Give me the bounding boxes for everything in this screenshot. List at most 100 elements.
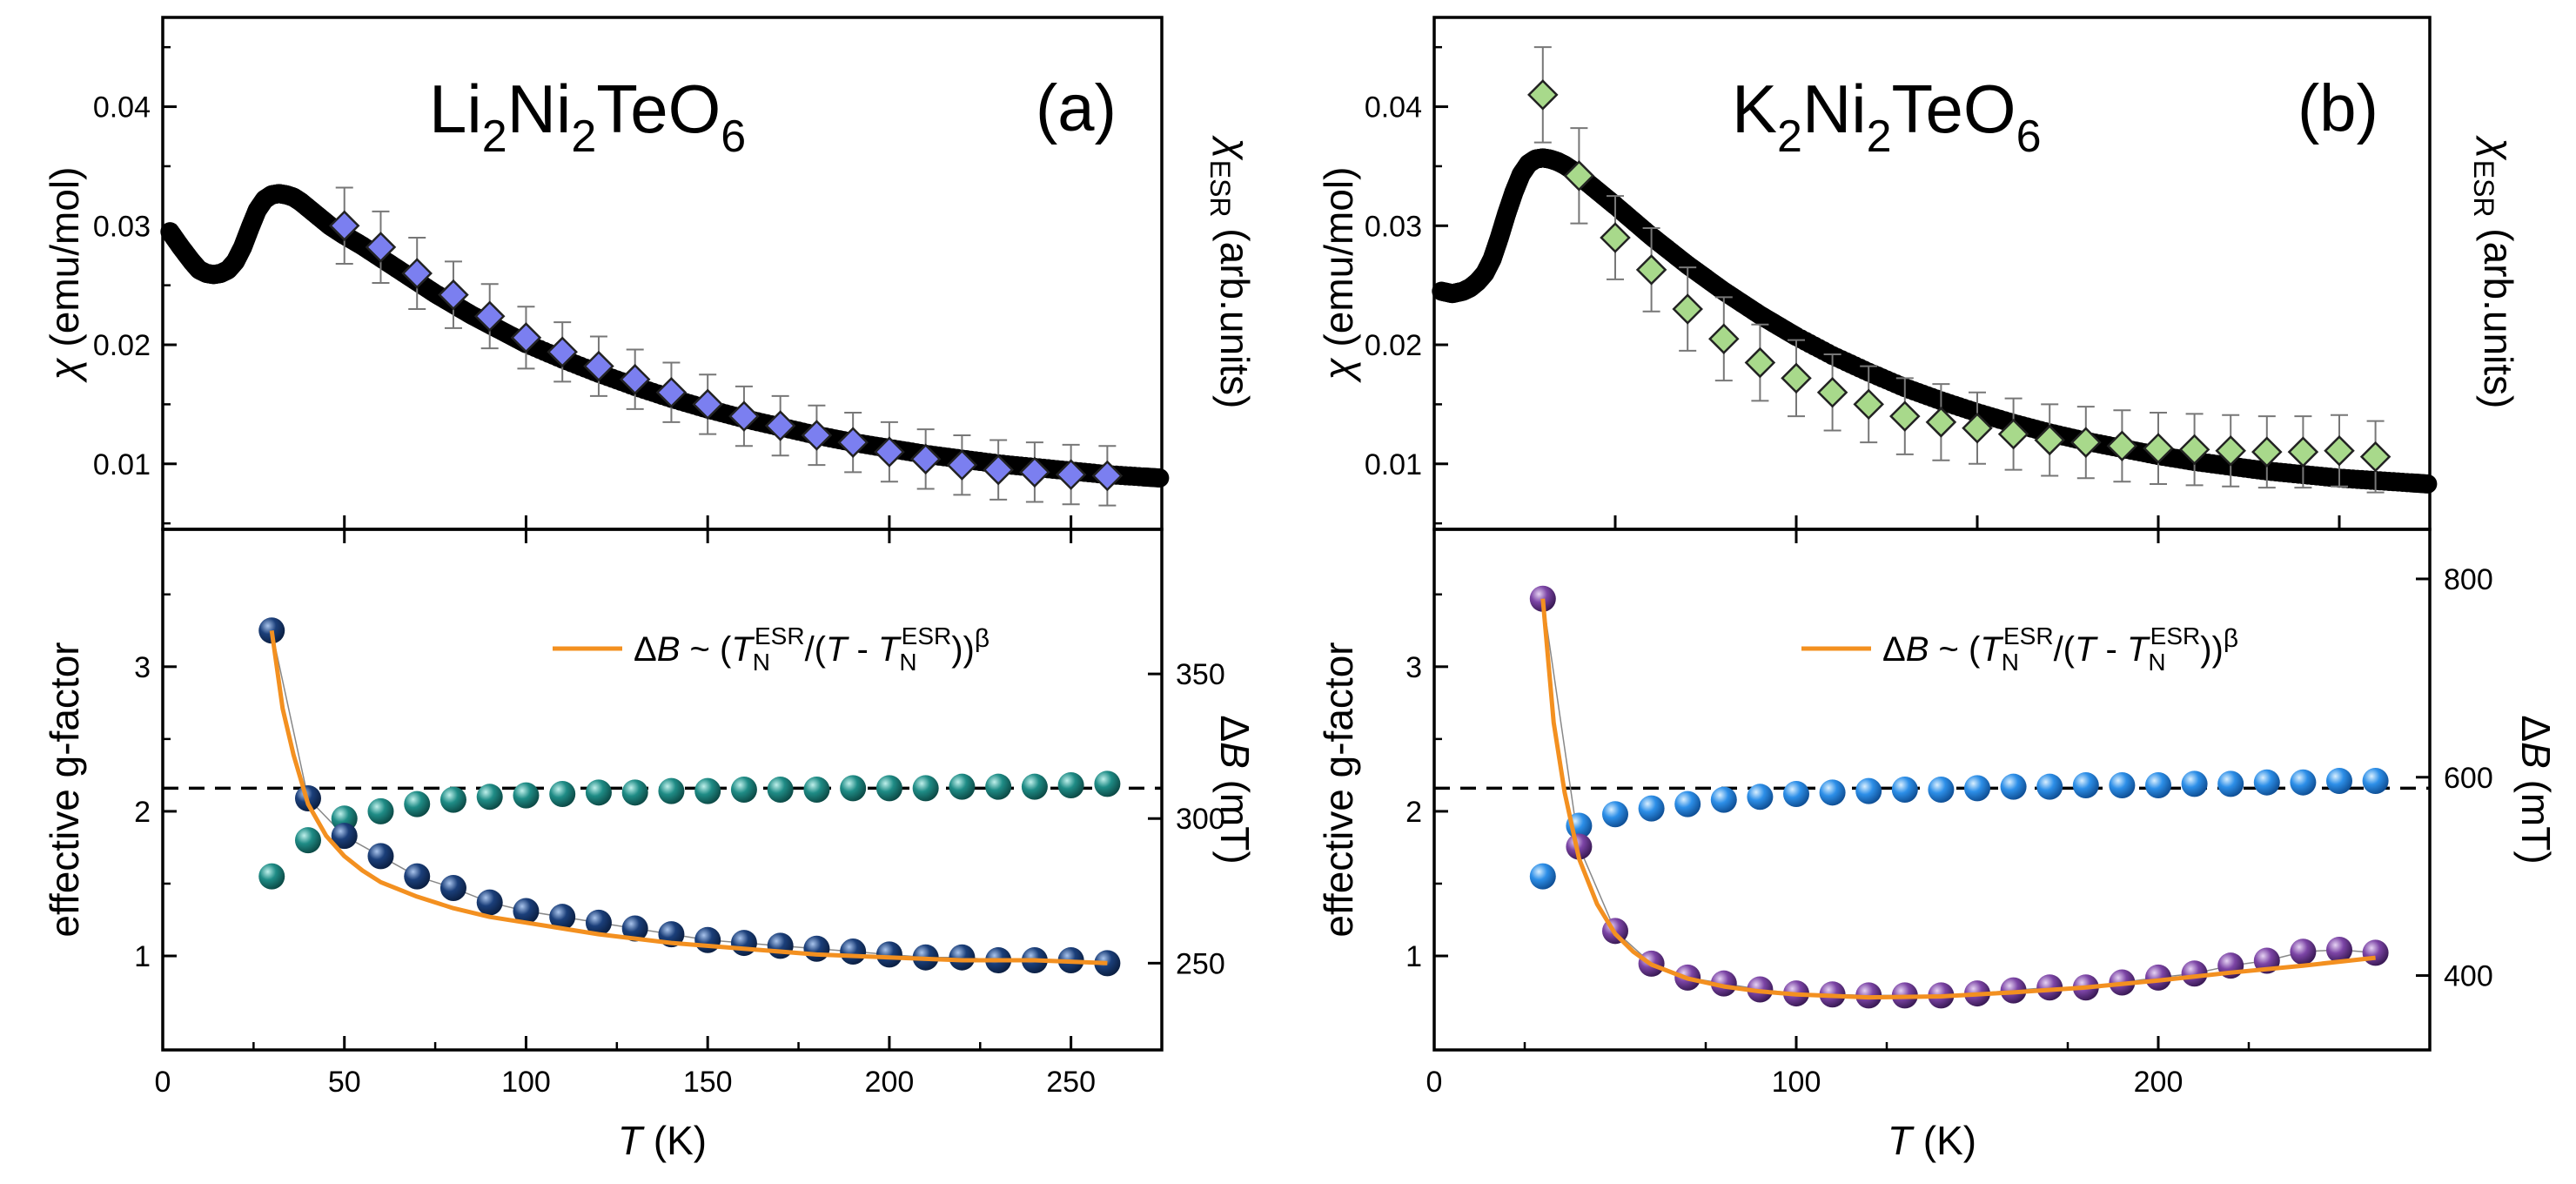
panel-b-top-esr-diamond: [1744, 346, 1776, 379]
panel-b-top-esr-diamond: [2359, 441, 2392, 473]
panel-a-bottom-gfactor-point: [513, 782, 540, 809]
panel-b-bottom-gfactor-point: [2000, 773, 2027, 800]
panel-b-label: (b): [2298, 71, 2378, 145]
panel-a-top-esr-diamond: [473, 300, 506, 332]
panel-a-bottom-ytick-label: 2: [134, 796, 151, 829]
panel-b-bottom-y2tick-label: 600: [2444, 762, 2493, 795]
panel-b-bottom-ticks: 1 2 3 400 600 800 0 100 200: [1405, 529, 2493, 1099]
panel-a-top-esr-diamond: [874, 436, 905, 468]
panel-a-top-esr-diamond: [728, 400, 760, 432]
panel-b-bottom-linewidth-point: [2290, 938, 2317, 965]
panel-a-bottom-linewidth-point: [840, 938, 867, 965]
panel-b-top-esr-diamond: [1527, 79, 1559, 111]
panel-a-bottom-linewidth-point: [621, 915, 648, 942]
panel-a-top-chi-point: [1150, 468, 1170, 488]
panel-a-bottom-xtick-label: 0: [155, 1066, 171, 1099]
panel-b-bottom-gfactor-point: [2253, 769, 2280, 796]
panel-a-top-esr-diamond: [983, 454, 1014, 486]
panel-a-bottom-gfactor-point: [258, 863, 285, 890]
panel-a-top-esr-diamond: [946, 449, 978, 481]
panel-b-top-ytick-label: 0.03: [1365, 210, 1422, 243]
panel-a-bottom-gfactor-point: [294, 827, 321, 854]
panel-b-bottom-gfactor-point: [2326, 768, 2352, 795]
panel-a-bottom-frame: [161, 528, 1164, 1052]
panel-b-bottom-gfactor-point: [1855, 777, 1882, 804]
panel-a-top-esr-diamond: [619, 363, 651, 395]
panel-b-bottom-gfactor-point: [2217, 770, 2244, 797]
panel-a-bottom-linewidth-point: [875, 941, 902, 968]
panel-a-bottom-gfactor-point: [585, 779, 612, 806]
panel-a-top-ytick-label: 0.03: [93, 210, 151, 243]
panel-b-top-esr-diamond: [1563, 160, 1595, 192]
panel-a-top-esr-diamond: [801, 420, 833, 451]
panel-b-bottom-gfactor-point: [2362, 768, 2389, 795]
panel-b-top-esr-diamond: [1781, 362, 1812, 394]
panel-b-bottom-gfactor-point: [1819, 779, 1846, 806]
panel-b-bottom-gfactor-point: [2290, 769, 2317, 796]
panel-a-bottom-xtick-label: 200: [865, 1066, 915, 1099]
panel-b-top-esr-diamond: [1889, 400, 1921, 432]
panel-a-bottom-gfactor-point: [694, 777, 721, 804]
panel-b-bottom-gfactor-point: [2072, 772, 2099, 799]
panel-a-bottom-gfactor-point: [439, 786, 466, 813]
panel-a-top-esr-diamond: [547, 336, 578, 368]
panel-a-top-esr-diamond: [1019, 456, 1050, 488]
panel-b-bottom-gfactor-point: [1891, 777, 1918, 803]
panel-b-bottom-gfactor-point: [1747, 784, 1774, 811]
panel-b-top-esr-diamond: [2106, 430, 2138, 462]
panel-b-bottom-linewidth-point: [2326, 936, 2352, 963]
panel-a-bottom-gfactor-point: [767, 777, 794, 803]
panel-a-bottom-linewidth-point: [549, 904, 576, 931]
panel-b-top-esr-diamond: [1635, 254, 1667, 286]
panel-a-bottom-gfactor-point: [875, 775, 902, 802]
panel-b-top-ytick-label: 0.04: [1365, 91, 1422, 124]
panel-b-bottom-gfactor-point: [2036, 773, 2063, 800]
panel-b-top-esr-diamond: [1853, 388, 1884, 420]
panel-a-bottom-linewidth-point: [730, 930, 757, 957]
panel-a-xlabel: T (K): [618, 1118, 707, 1163]
panel-a-label: (a): [1036, 71, 1117, 145]
panel-a-bottom-linewidth-point: [367, 843, 394, 870]
panel-a-bottom-gfactor-point: [730, 777, 757, 803]
panel-a-bottom-y2tick-label: 350: [1176, 658, 1225, 691]
panel-a-top-esr-diamond: [438, 279, 469, 311]
panel-a: 0.01 0.02 0.03 0.04 Li2Ni2TeO6 (a) χ (emu/m…: [42, 16, 1258, 1163]
panel-a-legend: ΔB ~ (TNESR/(T - TNESR))β: [553, 622, 989, 676]
panel-b-legend: ΔB ~ (TNESR/(T - TNESR))β: [1801, 622, 2238, 676]
panel-a-bottom-ylabel: effective g-factor: [42, 642, 87, 937]
panel-b-top: 0.01 0.02 0.03 0.04 K2Ni2TeO6 (b) χ (emu/mo…: [1316, 16, 2521, 531]
panel-a-top-yticks: 0.01 0.02 0.03 0.04: [93, 45, 1073, 529]
panel-b-top-esr-diamond: [2034, 424, 2065, 456]
panel-a-bottom-linewidth-point: [803, 935, 830, 962]
panel-a-bottom-linewidth-connector: [271, 630, 1108, 965]
panel-a-bottom-y2tick-label: 250: [1176, 947, 1225, 980]
panel-a-bottom-xtick-label: 150: [683, 1066, 733, 1099]
panel-a-top-ytick-label: 0.01: [93, 448, 151, 481]
panel-b-xlabel: T (K): [1888, 1118, 1976, 1163]
panel-a-bottom-ytick-label: 3: [134, 651, 151, 684]
panel-b-top-ylabel: χ (emu/mol): [1316, 167, 1361, 384]
panel-b-bottom-xtick-label: 0: [1426, 1066, 1443, 1099]
panel-b-bottom-xtick-label: 100: [1772, 1066, 1821, 1099]
panel-b-top-esr-diamond: [1962, 412, 1993, 444]
panel-b-bottom-linewidth-point: [2145, 964, 2171, 991]
panel-a-bottom-xtick-label: 100: [501, 1066, 551, 1099]
panel-b-bottom-gfactor-point: [1964, 775, 1990, 802]
panel-b-bottom-frame: [1432, 528, 2432, 1052]
panel-b-bottom-gfactor-point: [1928, 777, 1955, 803]
panel-a-bottom-ytick-label: 1: [134, 940, 151, 973]
panel-a-bottom-linewidth-point: [949, 944, 976, 971]
panel-a-top-esr-diamond: [401, 258, 433, 289]
panel-b-bottom-gfactor-point: [1529, 863, 1556, 890]
panel-a-top-esr-diamond: [692, 388, 723, 420]
panel-b-top-esr-diamond: [2070, 427, 2102, 458]
panel-a-bottom-linewidth-point: [439, 874, 466, 901]
panel-a-top-esr-diamond: [328, 210, 360, 242]
panel-b-bottom-ylabel: effective g-factor: [1316, 642, 1361, 937]
panel-a-bottom-y2tick-label: 300: [1176, 803, 1225, 836]
panel-a-bottom-linewidth-point: [331, 823, 358, 850]
panel-a-bottom-gfactor-point: [658, 777, 685, 804]
panel-b-bottom-linewidth-point: [1710, 970, 1737, 997]
panel-b-bottom-gfactor-point: [1710, 786, 1737, 813]
panel-a-top: 0.01 0.02 0.03 0.04 Li2Ni2TeO6 (a) χ (emu/m…: [42, 16, 1258, 531]
